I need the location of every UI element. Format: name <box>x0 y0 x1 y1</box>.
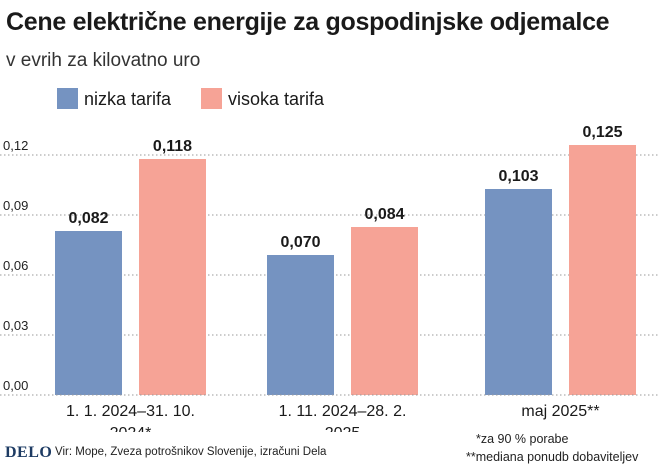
y-tick-label: 0,03 <box>3 318 28 333</box>
x-tick-label: 1. 11. 2024–28. 2. <box>279 403 407 420</box>
footer: DELO Vir: Mope, Zveza potrošnikov Sloven… <box>0 432 660 472</box>
data-label: 0,082 <box>68 210 108 227</box>
footnote-1: *za 90 % porabe <box>476 432 569 446</box>
x-tick-label: 2024* <box>110 425 152 432</box>
data-label: 0,125 <box>582 124 622 141</box>
bar-visoka-tarifa <box>569 145 636 395</box>
bar-nizka-tarifa <box>55 231 122 395</box>
data-label: 0,103 <box>498 168 538 185</box>
data-label: 0,070 <box>280 234 320 251</box>
chart-subtitle: v evrih za kilovatno uro <box>6 50 201 71</box>
data-label: 0,118 <box>153 138 192 155</box>
data-label: 0,084 <box>364 206 404 223</box>
footnote-2: **mediana ponudb dobaviteljev <box>466 450 639 464</box>
brand-logo: DELO <box>5 444 53 461</box>
bars-layer <box>55 145 636 395</box>
x-axis: 1. 1. 2024–31. 10. 2024* 1. 11. 2024–28. 2… <box>0 394 660 432</box>
legend: nizka tarifa visoka tarifa <box>57 88 325 109</box>
legend-swatch-nizka-tarifa <box>57 88 78 109</box>
x-tick-label: 1. 1. 2024–31. 10. <box>66 403 195 420</box>
legend-swatch-visoka-tarifa <box>201 88 222 109</box>
bar-chart: 0,00 0,03 0,06 0,09 0,12 0,082 0,070 0,103 0,11… <box>0 88 660 432</box>
y-tick-label: 0,09 <box>3 198 28 213</box>
bar-nizka-tarifa <box>267 255 334 395</box>
legend-label: visoka tarifa <box>228 89 325 109</box>
y-tick-label: 0,06 <box>3 258 28 273</box>
chart-title: Cene električne energije za gospodinjske… <box>6 8 610 36</box>
source-note: Vir: Mope, Zveza potrošnikov Slovenije, … <box>55 446 327 458</box>
bar-visoka-tarifa <box>351 227 418 395</box>
legend-label: nizka tarifa <box>84 89 172 109</box>
labels-layer: 0,082 0,070 0,103 0,118 0,084 0,125 <box>68 124 622 251</box>
y-tick-label: 0,00 <box>3 378 28 393</box>
y-tick-label: 0,12 <box>3 138 28 153</box>
x-tick-label: maj 2025** <box>521 403 599 420</box>
x-tick-label: 2025 <box>325 425 361 432</box>
bar-visoka-tarifa <box>139 159 206 395</box>
bar-nizka-tarifa <box>485 189 552 395</box>
grid-layer: 0,00 0,03 0,06 0,09 0,12 <box>0 138 660 396</box>
